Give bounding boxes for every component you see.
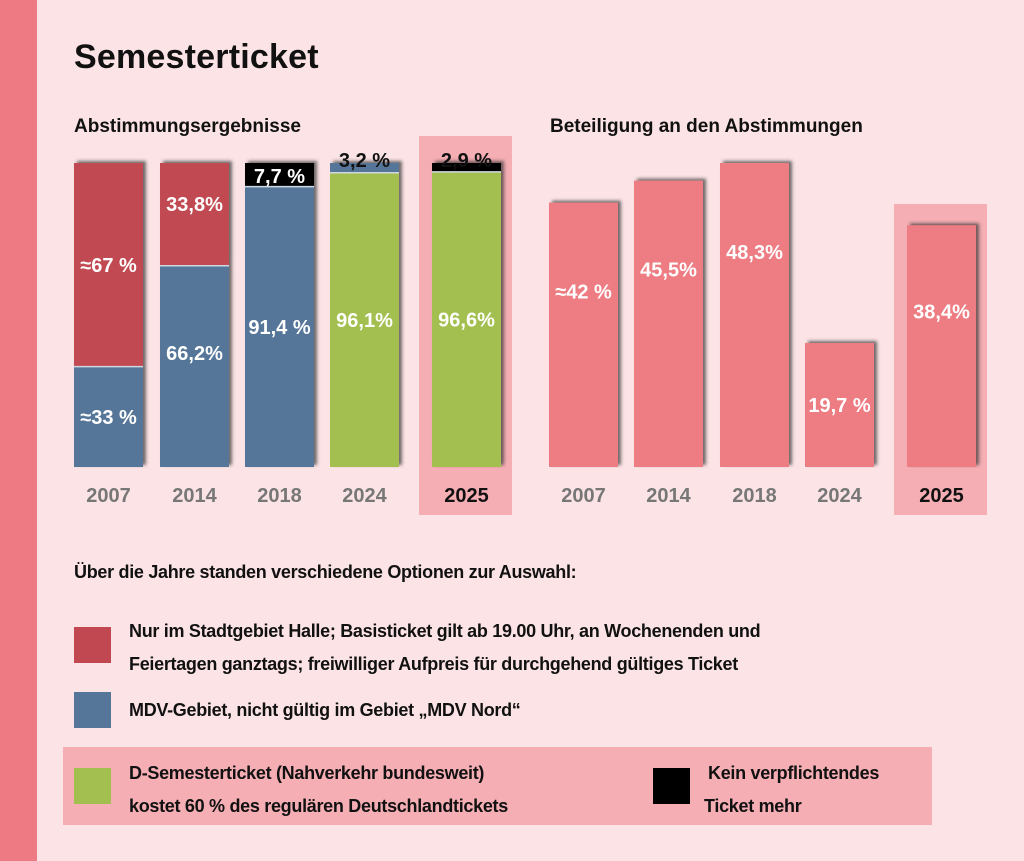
legend-item-green: D-Semesterticket (Nahverkehr bundesweit)… <box>74 757 508 823</box>
bar-segment-2024-green <box>330 172 399 467</box>
legend-heading: Über die Jahre standen verschiedene Opti… <box>74 562 577 582</box>
data-label-2024: 19,7 % <box>808 395 870 417</box>
data-label-2018: 7,7 % <box>254 166 305 188</box>
legend-highlight-box <box>63 747 932 825</box>
legend-item-black: Kein verpflichtendes Ticket mehr <box>653 757 879 823</box>
data-label-2024: 3,2 % <box>339 150 390 172</box>
data-label-2007: ≈42 % <box>555 282 612 304</box>
bar-segment-2025-green <box>432 171 501 468</box>
data-label-2018: 91,4 % <box>248 317 310 339</box>
bar-segment-2025-black <box>432 163 501 172</box>
data-label-2014: 45,5% <box>640 260 697 282</box>
data-label-2025: 96,6% <box>438 309 495 331</box>
bar-group-2007 <box>74 163 143 467</box>
data-label-2025: 2,9 % <box>441 150 492 172</box>
legend-line: Nur im Stadtgebiet Halle; Basisticket gi… <box>129 621 761 641</box>
legend-swatch-green <box>74 768 111 804</box>
legend-line: MDV-Gebiet, nicht gültig im Gebiet „MDV … <box>129 700 521 720</box>
legend-line: kostet 60 % des regulären Deutschlandtic… <box>129 796 508 816</box>
x-tick-label-2007: 2007 <box>86 485 131 507</box>
data-label-2014: 66,2% <box>166 343 223 365</box>
left-accent-strip <box>0 0 37 861</box>
legend-label: D-Semesterticket (Nahverkehr bundesweit)… <box>129 757 508 823</box>
legend-line: Ticket mehr <box>704 796 802 816</box>
bar-segment-2007-blue <box>74 366 143 467</box>
x-tick-label-2007: 2007 <box>561 485 606 507</box>
x-tick-label-2018: 2018 <box>257 485 302 507</box>
page-title: Semesterticket <box>74 38 319 76</box>
chart-title-results: Abstimmungsergebnisse <box>74 116 301 137</box>
bar-2018 <box>720 163 789 467</box>
legend-label: MDV-Gebiet, nicht gültig im Gebiet „MDV … <box>129 692 521 728</box>
bar-segment-2014-red <box>160 163 229 266</box>
legend-label: Nur im Stadtgebiet Halle; Basisticket gi… <box>129 615 761 681</box>
legend-swatch-blue <box>74 692 111 728</box>
data-label-2007: ≈33 % <box>80 407 137 429</box>
bar-2025 <box>907 225 976 467</box>
bar-group-2018 <box>245 163 314 467</box>
legend-swatch-red <box>74 627 111 663</box>
bar-segment-2018-blue <box>245 186 314 467</box>
legend-line: Kein verpflichtendes <box>708 763 880 783</box>
x-tick-label-2014: 2014 <box>646 485 691 507</box>
x-tick-label-2025: 2025 <box>444 485 489 507</box>
legend-label: Kein verpflichtendes Ticket mehr <box>704 757 879 823</box>
bar-segment-2024-blue <box>330 163 399 173</box>
chart-title-participation: Beteiligung an den Abstimmungen <box>550 116 863 137</box>
data-label-2024: 96,1% <box>336 310 393 332</box>
legend-item-blue: MDV-Gebiet, nicht gültig im Gebiet „MDV … <box>74 692 521 728</box>
bar-group-2025 <box>432 163 501 468</box>
bar-segment-2018-black <box>245 163 314 187</box>
x-tick-label-2024: 2024 <box>342 485 387 507</box>
bar-2007 <box>549 202 618 468</box>
bar-2024 <box>805 343 874 467</box>
bar-group-2014 <box>160 163 229 467</box>
legend-line: D-Semesterticket (Nahverkehr bundesweit) <box>129 763 485 783</box>
bar-group-2024 <box>330 163 399 467</box>
bar-2014 <box>634 180 703 468</box>
data-label-2014: 33,8% <box>166 194 223 216</box>
legend-line: Feiertagen ganztags; freiwilliger Aufpre… <box>129 654 738 674</box>
bar-segment-2014-blue <box>160 265 229 467</box>
data-label-2025: 38,4% <box>913 301 970 323</box>
bar-segment-2007-red <box>74 163 143 367</box>
x-tick-label-2018: 2018 <box>732 485 777 507</box>
legend-item-red: Nur im Stadtgebiet Halle; Basisticket gi… <box>74 615 761 681</box>
data-label-2018: 48,3% <box>726 242 783 264</box>
x-tick-label-2024: 2024 <box>817 485 862 507</box>
x-tick-label-2025: 2025 <box>919 485 964 507</box>
legend-swatch-black <box>653 768 690 804</box>
data-label-2007: ≈67 % <box>80 255 137 277</box>
x-tick-label-2014: 2014 <box>172 485 217 507</box>
